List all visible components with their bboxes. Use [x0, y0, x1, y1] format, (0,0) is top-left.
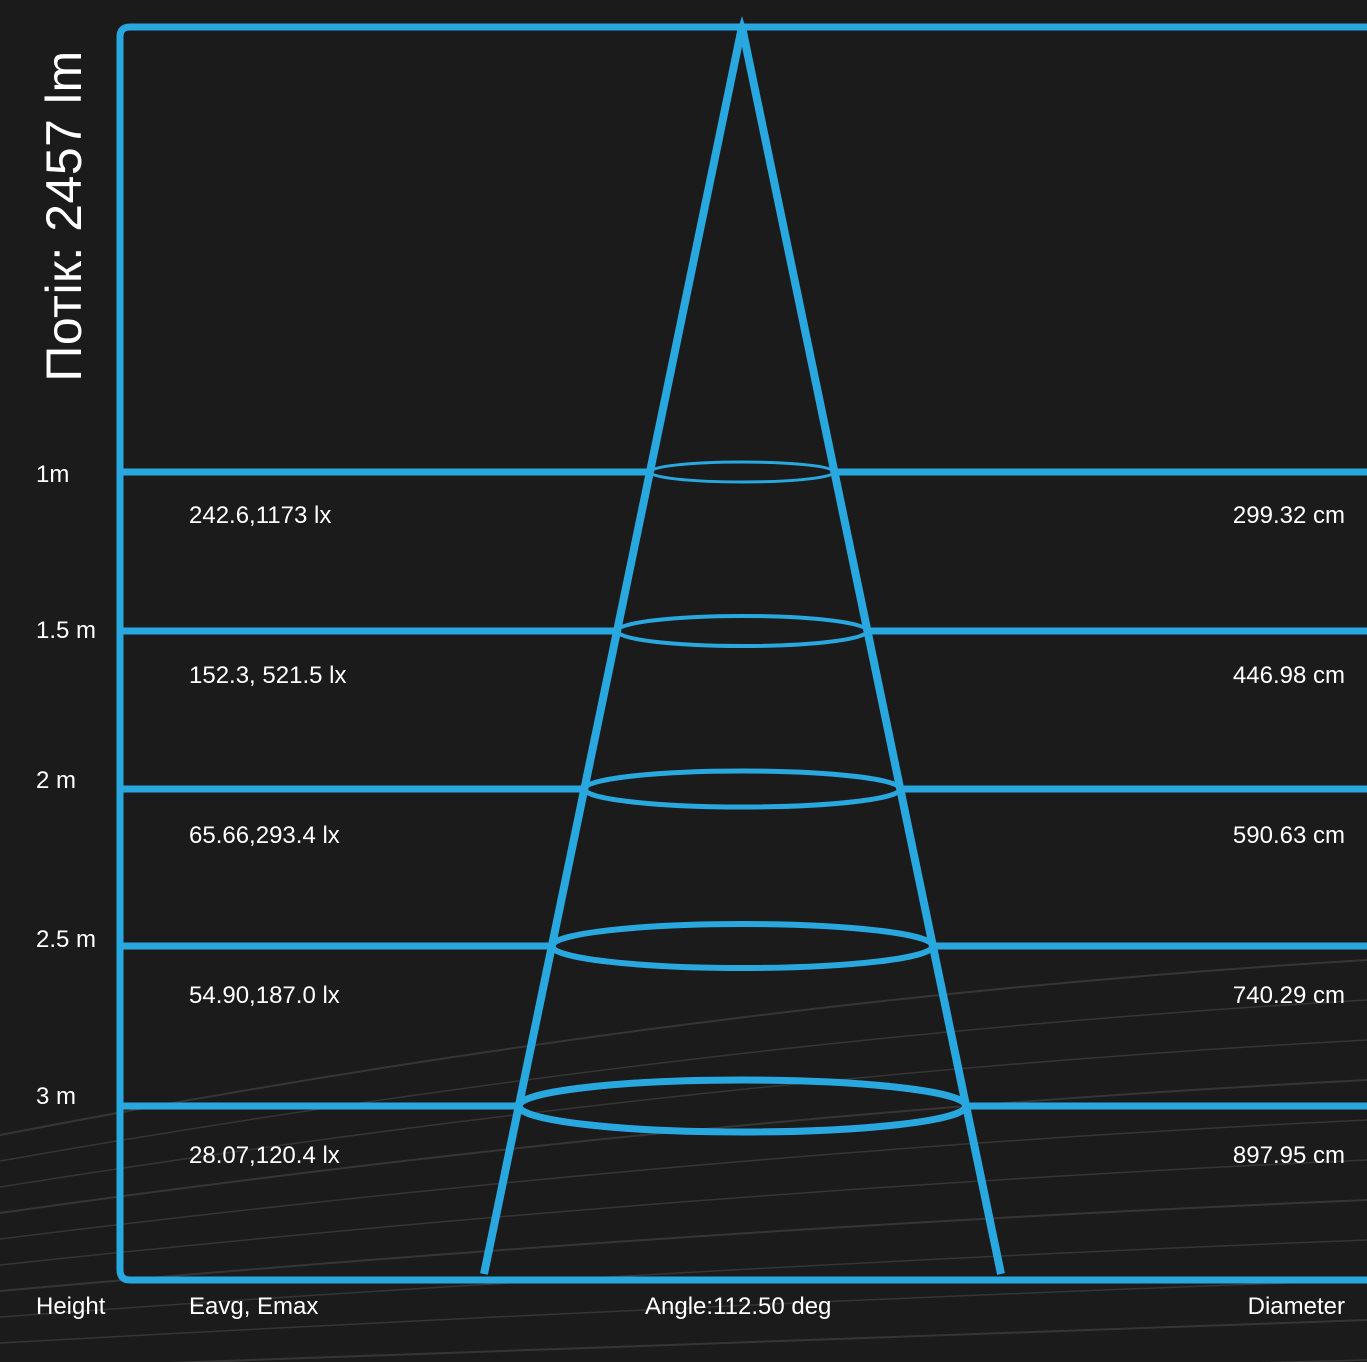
illuminance-label-1m: 242.6,1173 lx — [189, 502, 332, 529]
beam-cross-section-ellipse — [581, 768, 903, 810]
beam-cross-section-ellipse — [615, 614, 870, 648]
beam-cross-section-ellipse — [648, 460, 836, 484]
illuminance-label-1-5m: 152.3, 521.5 lx — [189, 662, 347, 689]
illuminance-label-2m: 65.66,293.4 lx — [189, 822, 340, 849]
height-level-lines — [120, 468, 1367, 1110]
height-label-1m: 1m — [36, 461, 70, 488]
swoosh-line — [156, 1319, 1367, 1362]
swoosh-line — [0, 1119, 1367, 1240]
height-label-2m: 2 m — [36, 767, 77, 794]
footer-eavg-emax-label: Eavg, Emax — [189, 1293, 319, 1320]
swoosh-line — [0, 1239, 1367, 1318]
swoosh-line — [0, 1159, 1367, 1266]
beam-cross-section-ellipse — [548, 921, 936, 971]
swoosh-line — [0, 959, 1367, 1136]
diameter-label-3m: 897.95 cm — [1232, 1142, 1345, 1169]
diameter-label-2m: 590.63 cm — [1232, 822, 1345, 849]
swoosh-line — [0, 1199, 1367, 1292]
height-label-3m: 3 m — [36, 1083, 77, 1110]
footer-diameter-label: Diameter — [1247, 1293, 1345, 1320]
footer-height-label: Height — [36, 1293, 106, 1320]
diameter-label-1-5m: 446.98 cm — [1232, 662, 1345, 689]
beam-cone-right-edge — [738, 26, 1005, 1275]
swoosh-line — [0, 1039, 1367, 1188]
beam-cross-section-ellipse — [515, 1076, 970, 1136]
diameter-label-1m: 299.32 cm — [1232, 502, 1345, 529]
footer-angle-label: Angle:112.50 deg — [645, 1293, 832, 1320]
swoosh-line — [0, 999, 1367, 1162]
illuminance-label-3m: 28.07,120.4 lx — [189, 1142, 340, 1169]
height-label-1-5m: 1.5 m — [36, 617, 97, 644]
beam-apex — [736, 16, 748, 36]
diagram-frame — [116, 23, 1367, 1284]
beam-cross-sections — [515, 460, 970, 1136]
beam-cone-left-edge — [480, 26, 746, 1275]
luminous-flux-title: Потік: 2457 lm — [36, 50, 92, 382]
background-swoosh-lines — [0, 959, 1367, 1362]
height-label-2-5m: 2.5 m — [36, 926, 97, 953]
diameter-label-2-5m: 740.29 cm — [1232, 982, 1345, 1009]
illuminance-label-2-5m: 54.90,187.0 lx — [189, 982, 340, 1009]
swoosh-line — [0, 1279, 1367, 1344]
